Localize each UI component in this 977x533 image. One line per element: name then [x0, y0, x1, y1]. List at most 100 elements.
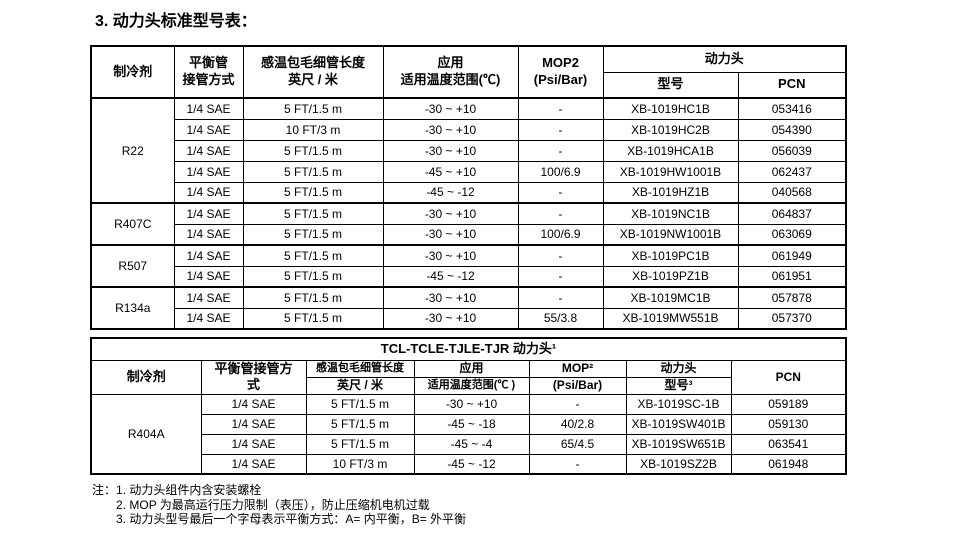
cell-model: XB-1019HC1B: [602, 97, 739, 120]
cell-capillary-length: 5 FT/1.5 m: [242, 307, 384, 330]
cell-mop: 100/6.9: [517, 160, 604, 183]
cell-pcn: 057370: [737, 307, 847, 330]
cell-model: XB-1019HW1001B: [602, 160, 739, 183]
cell-balance-pipe: 1/4 SAE: [173, 244, 244, 267]
cell-capillary-length: 5 FT/1.5 m: [242, 97, 384, 120]
cell-refrigerant: R407C: [90, 202, 175, 246]
col-header-application: 应用: [413, 359, 530, 378]
notes-label: 注：: [92, 483, 117, 497]
cell-pcn: 054390: [737, 118, 847, 141]
table-header-row: 型号 PCN: [91, 71, 847, 99]
cell-mop: -: [517, 118, 604, 141]
cell-balance-pipe: 1/4 SAE: [173, 160, 244, 183]
cell-mop: -: [528, 453, 627, 475]
cell-refrigerant: R134a: [90, 286, 175, 330]
cell-capillary-length: 5 FT/1.5 m: [242, 244, 384, 267]
table-row: 1/4 SAE 10 FT/3 m -30 ~ +10 - XB-1019HC2…: [91, 118, 847, 141]
table-row: R407C 1/4 SAE 5 FT/1.5 m -30 ~ +10 - XB-…: [90, 202, 847, 246]
col-header-application: 应用 适用温度范围(℃): [382, 45, 519, 99]
col-header-capillary-units: 英尺 / 米: [305, 376, 415, 395]
cell-mop: -: [517, 244, 604, 267]
cell-temp-range: -30 ~ +10: [382, 139, 519, 162]
cell-temp-range: -45 ~ -12: [382, 181, 519, 204]
col-header-mop-units: (Psi/Bar): [528, 376, 627, 395]
cell-pcn: 040568: [737, 181, 847, 204]
page-title: 3. 动力头标准型号表：: [95, 13, 257, 30]
table2-title-row: TCL-TCLE-TJLE-TJR 动力头¹: [90, 337, 847, 361]
col-header-pcn: PCN: [730, 359, 847, 395]
cell-pcn: 062437: [737, 160, 847, 183]
cell-mop: -: [517, 139, 604, 162]
cell-mop: -: [517, 202, 604, 225]
col-header-powerhead: 动力头: [625, 359, 732, 378]
col-header-capillary-length: 感温包毛细管长度 英尺 / 米: [242, 45, 384, 99]
cell-mop: 40/2.8: [528, 413, 627, 435]
note-line: 1. 动力头组件内含安装螺栓: [116, 483, 262, 497]
cell-model: XB-1019NC1B: [602, 202, 739, 225]
col-header-mop: MOP²: [528, 359, 627, 378]
note-line: 2. MOP 为最高运行压力限制（表压），防止压缩机电机过载: [116, 497, 430, 512]
table2-title: TCL-TCLE-TJLE-TJR 动力头¹: [90, 337, 847, 361]
cell-capillary-length: 10 FT/3 m: [242, 118, 384, 141]
cell-pcn: 056039: [737, 139, 847, 162]
document-page: 3. 动力头标准型号表： 制冷剂 平衡管 接管方式 感温包毛细管长度 英尺 / …: [90, 8, 850, 527]
cell-model: XB-1019PZ1B: [602, 265, 739, 288]
col-header-model: 型号: [602, 71, 739, 99]
cell-temp-range: -45 ~ -18: [413, 413, 530, 435]
cell-mop: -: [517, 265, 604, 288]
cell-balance-pipe: 1/4 SAE: [173, 202, 244, 225]
cell-balance-pipe: 1/4 SAE: [173, 181, 244, 204]
cell-mop: 65/4.5: [528, 433, 627, 455]
standard-models-table: 制冷剂 平衡管 接管方式 感温包毛细管长度 英尺 / 米 应用 适用温度范围(℃…: [90, 45, 848, 330]
cell-capillary-length: 5 FT/1.5 m: [242, 265, 384, 288]
cell-model: XB-1019SW651B: [625, 433, 732, 455]
cell-model: XB-1019HC2B: [602, 118, 739, 141]
cell-balance-pipe: 1/4 SAE: [173, 265, 244, 288]
cell-model: XB-1019HZ1B: [602, 181, 739, 204]
cell-balance-pipe: 1/4 SAE: [200, 433, 307, 455]
cell-temp-range: -30 ~ +10: [382, 97, 519, 120]
cell-temp-range: -45 ~ -4: [413, 433, 530, 455]
cell-refrigerant: R22: [90, 97, 175, 204]
table-row: 1/4 SAE 5 FT/1.5 m -45 ~ +10 100/6.9 XB-…: [91, 160, 847, 183]
cell-capillary-length: 5 FT/1.5 m: [305, 413, 415, 435]
tcl-models-table: TCL-TCLE-TJLE-TJR 动力头¹ 制冷剂 平衡管接管方 式 感温包毛…: [90, 337, 848, 475]
cell-model: XB-1019SW401B: [625, 413, 732, 435]
cell-temp-range: -30 ~ +10: [382, 244, 519, 267]
cell-temp-range: -30 ~ +10: [382, 286, 519, 309]
cell-capillary-length: 5 FT/1.5 m: [305, 393, 415, 415]
cell-model: XB-1019MC1B: [602, 286, 739, 309]
cell-model: XB-1019SZ2B: [625, 453, 732, 475]
table-row: R22 1/4 SAE 5 FT/1.5 m -30 ~ +10 - XB-10…: [90, 97, 847, 204]
cell-temp-range: -45 ~ -12: [382, 265, 519, 288]
cell-model: XB-1019SC-1B: [625, 393, 732, 415]
cell-pcn: 053416: [737, 97, 847, 120]
table-row: 1/4 SAE 5 FT/1.5 m -45 ~ -18 40/2.8 XB-1…: [91, 413, 847, 435]
cell-balance-pipe: 1/4 SAE: [173, 139, 244, 162]
cell-balance-pipe: 1/4 SAE: [173, 286, 244, 309]
cell-mop: -: [517, 181, 604, 204]
table-row: 1/4 SAE 5 FT/1.5 m -45 ~ -12 - XB-1019HZ…: [91, 181, 847, 204]
cell-balance-pipe: 1/4 SAE: [200, 413, 307, 435]
cell-capillary-length: 5 FT/1.5 m: [242, 223, 384, 246]
cell-temp-range: -30 ~ +10: [382, 202, 519, 225]
col-header-refrigerant: 制冷剂: [90, 359, 202, 395]
table-row: R404A 1/4 SAE 5 FT/1.5 m -30 ~ +10 - XB-…: [90, 393, 847, 475]
cell-capillary-length: 5 FT/1.5 m: [242, 160, 384, 183]
table-header-row: 制冷剂 平衡管接管方 式 感温包毛细管长度 应用 MOP² 动力头 PCN: [90, 359, 847, 395]
cell-capillary-length: 5 FT/1.5 m: [242, 181, 384, 204]
notes-section: 注： 1. 动力头组件内含安装螺栓 2. MOP 为最高运行压力限制（表压），防…: [90, 483, 850, 527]
cell-capillary-length: 5 FT/1.5 m: [242, 139, 384, 162]
col-header-balance-pipe: 平衡管 接管方式: [173, 45, 244, 99]
table-header-row: 制冷剂 平衡管 接管方式 感温包毛细管长度 英尺 / 米 应用 适用温度范围(℃…: [90, 45, 847, 99]
cell-balance-pipe: 1/4 SAE: [200, 453, 307, 475]
cell-mop: 100/6.9: [517, 223, 604, 246]
col-header-temp-range: 适用温度范围(℃ ): [413, 376, 530, 395]
cell-pcn: 061948: [730, 453, 847, 475]
cell-balance-pipe: 1/4 SAE: [173, 118, 244, 141]
cell-pcn: 057878: [737, 286, 847, 309]
cell-capillary-length: 5 FT/1.5 m: [242, 202, 384, 225]
cell-model: XB-1019HCA1B: [602, 139, 739, 162]
col-header-capillary-length: 感温包毛细管长度: [305, 359, 415, 378]
cell-mop: -: [517, 97, 604, 120]
